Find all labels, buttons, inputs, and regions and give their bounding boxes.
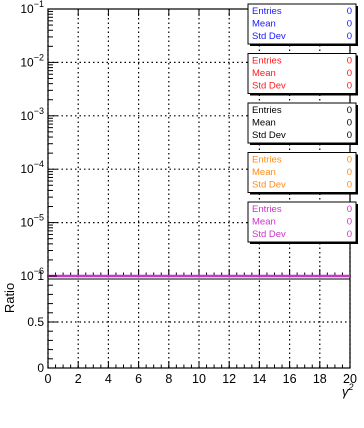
top-ytick-label-base: 10: [20, 55, 34, 69]
stat-box-value: 0: [347, 130, 352, 141]
stat-box-frame: [247, 3, 357, 45]
bottom-ytick-label: 0.5: [27, 315, 44, 329]
x-axis-label-sup: 2: [348, 382, 354, 392]
stat-box: Entries 0 Mean 0 Std Dev 0: [247, 201, 358, 244]
top-ytick-label-base: 10: [20, 162, 34, 176]
top-ytick-label-exp: −3: [34, 106, 44, 116]
bottom-ytick-label: 1: [37, 269, 44, 283]
stat-box-value: 0: [347, 155, 352, 166]
stat-box-frame: [247, 152, 357, 193]
top-ytick-label-exp: −5: [34, 213, 44, 223]
bottom-panel: 00.51 0 2 4 6 8 10 12 14 16 18 20 Ratio γ2: [2, 269, 357, 399]
top-ytick-label-base: 10: [20, 269, 34, 283]
stat-box-value: 0: [347, 19, 352, 30]
stat-box-label: Mean: [252, 167, 276, 178]
stat-box-value: 0: [347, 68, 352, 79]
stat-box: Entries 0 Mean 0 Std Dev 0: [247, 53, 358, 96]
stat-box-value: 0: [347, 180, 352, 191]
bottom-xtick-label: 20: [343, 372, 357, 386]
stat-box-value: 0: [347, 6, 352, 17]
bottom-grid: [47, 276, 351, 368]
bottom-xtick-label: 0: [45, 372, 52, 386]
stat-box-label: Entries: [252, 56, 282, 67]
stat-box-label: Mean: [252, 68, 276, 79]
top-ytick-label-exp: −4: [34, 159, 44, 169]
top-ytick-label: 10−4: [20, 159, 44, 176]
top-ytick-label-base: 10: [20, 2, 34, 16]
stat-box-label: Entries: [252, 155, 282, 166]
stat-box-value: 0: [347, 217, 352, 228]
stat-box-label: Std Dev: [252, 31, 286, 42]
stat-box-label: Mean: [252, 217, 276, 228]
x-axis-label-base: γ: [342, 384, 350, 399]
bottom-xtick-labels: 0 2 4 6 8 10 12 14 16 18 20: [45, 372, 357, 386]
stat-box-label: Mean: [252, 118, 276, 129]
top-ytick-label: 10−3: [20, 106, 44, 123]
stat-box: Entries 0 Mean 0 Std Dev 0: [247, 102, 358, 145]
bottom-ytick-labels: 00.51: [27, 269, 44, 375]
stat-box-label: Std Dev: [252, 130, 286, 141]
bottom-xtick-label: 2: [75, 372, 82, 386]
bottom-xtick-label: 10: [192, 372, 206, 386]
bottom-xtick-label: 18: [313, 372, 327, 386]
top-ytick-label-base: 10: [20, 216, 34, 230]
stat-box-value: 0: [347, 81, 352, 92]
top-ytick-labels: 10−110−210−310−410−510−6: [20, 0, 44, 283]
stat-box: Entries 0 Mean 0 Std Dev 0: [247, 3, 358, 46]
bottom-series: [48, 274, 350, 280]
stat-box-frame: [247, 53, 357, 94]
stat-box-value: 0: [347, 167, 352, 178]
stat-box-value: 0: [347, 31, 352, 42]
top-ytick-label: 10−5: [20, 213, 44, 230]
x-axis-label: γ2: [342, 382, 354, 399]
bottom-xtick-label: 4: [105, 372, 112, 386]
top-ytick-label-exp: −1: [34, 0, 44, 9]
bottom-xtick-label: 16: [283, 372, 297, 386]
stat-box-value: 0: [347, 118, 352, 129]
stat-box-frame: [247, 201, 357, 243]
stat-box-label: Std Dev: [252, 180, 286, 191]
stat-box-label: Entries: [252, 204, 282, 215]
bottom-ytick-label: 0: [37, 361, 44, 375]
bottom-xtick-label: 12: [222, 372, 236, 386]
top-ytick-label: 10−6: [20, 266, 44, 283]
stat-boxes: Entries 0 Mean 0 Std Dev 0 Entries 0 Mean 0 Std De…: [247, 3, 358, 244]
top-ytick-label-base: 10: [20, 109, 34, 123]
top-ytick-label-exp: −6: [34, 266, 44, 276]
bottom-xtick-label: 6: [135, 372, 142, 386]
bottom-ticks: [47, 275, 351, 369]
stat-box-value: 0: [347, 56, 352, 67]
stat-box: Entries 0 Mean 0 Std Dev 0: [247, 152, 358, 195]
top-ytick-label: 10−1: [20, 0, 44, 16]
top-grid: [47, 9, 351, 276]
stat-box-label: Std Dev: [252, 229, 286, 240]
stat-box-value: 0: [347, 204, 352, 215]
stat-box-frame: [247, 102, 357, 144]
stat-box-label: Entries: [252, 6, 282, 17]
bottom-xtick-label: 14: [252, 372, 266, 386]
top-ytick-label: 10−2: [20, 52, 44, 69]
stat-box-value: 0: [347, 105, 352, 116]
y-axis-label: Ratio: [2, 283, 17, 313]
stat-box-value: 0: [347, 229, 352, 240]
bottom-xtick-label: 8: [165, 372, 172, 386]
stat-box-label: Std Dev: [252, 81, 286, 92]
stat-box-label: Entries: [252, 105, 282, 116]
top-ytick-label-exp: −2: [34, 52, 44, 62]
stat-box-label: Mean: [252, 19, 276, 30]
